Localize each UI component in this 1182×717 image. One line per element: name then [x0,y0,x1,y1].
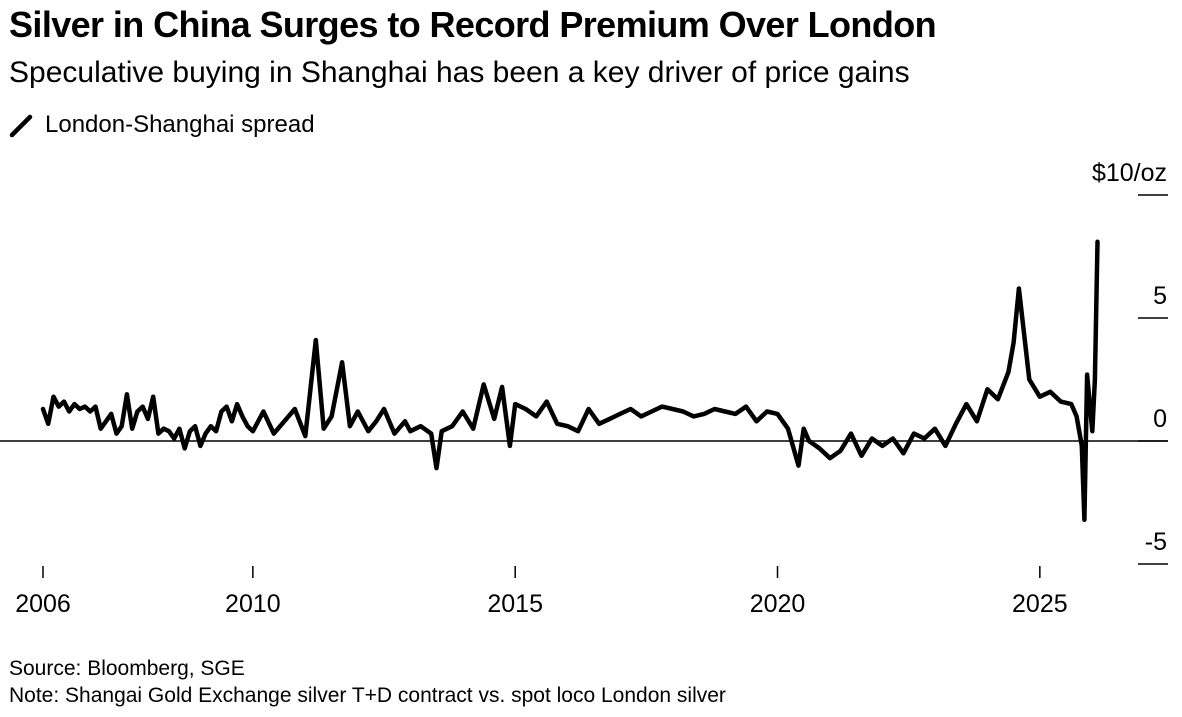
series-line-1 [40,239,1100,522]
x-tick-label-2015: 2015 [487,590,543,618]
y-tick-label--5: -5 [1145,528,1167,556]
x-tick-label-2025: 2025 [1012,590,1068,618]
footnote: Note: Shangai Gold Exchange silver T+D c… [9,684,726,707]
y-tick-label-$10/oz: $10/oz [1092,159,1167,187]
source-note: Source: Bloomberg, SGE [9,657,245,680]
chart-subtitle: Speculative buying in Shanghai has been … [9,56,910,89]
x-tick-label-2006: 2006 [15,590,71,618]
x-tick-label-2010: 2010 [225,590,281,618]
x-tick-label-2020: 2020 [750,590,806,618]
y-tick-label-5: 5 [1153,282,1167,310]
chart-title: Silver in China Surges to Record Premium… [9,4,937,45]
legend-label: London-Shanghai spread [45,111,315,138]
y-tick-label-0: 0 [1153,405,1167,433]
legend-line-icon [9,114,33,138]
legend: London-Shanghai spread [9,110,315,140]
